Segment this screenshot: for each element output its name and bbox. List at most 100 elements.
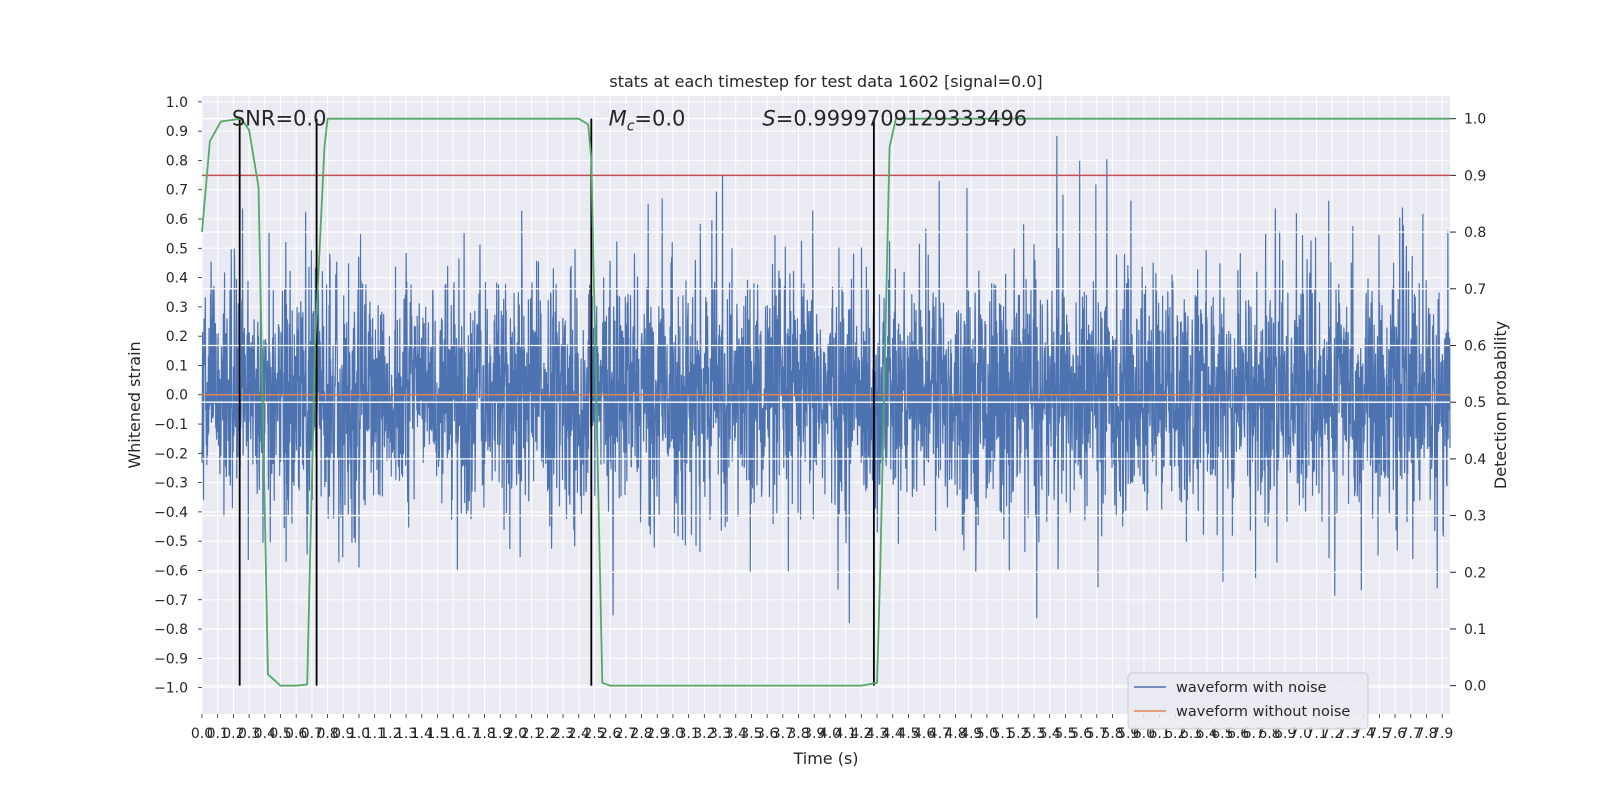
y-ticks-left: 1.0 0.9 0.8 0.7 0.6 0.5 0.4 0.3 0.2 0.1 0.0 −0.1 −0.… [154, 95, 202, 697]
y-tick-label-right: 0.6 [1464, 338, 1486, 354]
annotation-text: S=0.9999709129333496 [762, 106, 1027, 130]
y-tick-label-left: −0.4 [154, 505, 188, 521]
x-tick-label: 6.1 [1148, 726, 1170, 742]
x-tick-label: 3.8 [787, 726, 809, 742]
x-tick-label: 3.7 [772, 726, 794, 742]
x-tick-label: 0.2 [222, 726, 244, 742]
x-tick-label: 2.7 [615, 726, 637, 742]
y-tick-label-right: 1.0 [1464, 112, 1486, 128]
y-tick-label-right: 0.3 [1464, 509, 1486, 525]
x-tick-label: 2.2 [536, 726, 558, 742]
annotation-text: Mc=0.0 [609, 106, 686, 134]
x-tick-label: 3.6 [756, 726, 778, 742]
x-tick-label: 6.3 [1180, 726, 1202, 742]
x-tick-label: 4.4 [882, 726, 904, 742]
x-tick-label: 1.7 [458, 726, 480, 742]
y-tick-label-left: 0.7 [166, 183, 188, 199]
x-ticks: 0.00.10.20.30.40.50.60.70.80.91.01.11.21… [191, 714, 1453, 742]
y-axis-label-left: Whitened strain [125, 341, 144, 468]
y-tick-label-right: 0.5 [1464, 395, 1486, 411]
x-tick-label: 5.8 [1101, 726, 1123, 742]
y-tick-label-left: −0.8 [154, 622, 188, 638]
x-tick-label: 6.4 [1196, 726, 1218, 742]
x-tick-label: 4.7 [929, 726, 951, 742]
noise-series-line [201, 135, 1451, 624]
y-tick-label-left: −1.0 [154, 681, 188, 697]
x-tick-label: 5.4 [1039, 726, 1061, 742]
x-tick-label: 2.8 [630, 726, 652, 742]
x-tick-label: 0.7 [301, 726, 323, 742]
y-tick-label-right: 0.0 [1464, 679, 1486, 695]
x-axis-label: Time (s) [792, 749, 858, 768]
x-tick-label: 1.1 [364, 726, 386, 742]
y-tick-label-right: 0.9 [1464, 168, 1486, 184]
noise-waveform [201, 135, 1451, 624]
x-tick-label: 5.6 [1070, 726, 1092, 742]
x-tick-label: 1.2 [379, 726, 401, 742]
y-tick-label-left: −0.2 [154, 446, 188, 462]
x-tick-label: 6.8 [1258, 726, 1280, 742]
x-tick-label: 1.9 [489, 726, 511, 742]
legend: waveform with noise waveform without noi… [1127, 672, 1369, 730]
detection-probability [201, 117, 1450, 687]
x-tick-label: 5.7 [1086, 726, 1108, 742]
y-tick-label-left: −0.9 [154, 651, 188, 667]
y-tick-label-left: 0.4 [166, 271, 188, 287]
y-tick-label-left: −0.7 [154, 593, 188, 609]
x-tick-label: 6.9 [1274, 726, 1296, 742]
x-tick-label: 7.6 [1384, 726, 1406, 742]
x-tick-label: 1.3 [395, 726, 417, 742]
y-tick-label-right: 0.8 [1464, 225, 1486, 241]
x-tick-label: 0.9 [332, 726, 354, 742]
x-tick-label: 5.9 [1117, 726, 1139, 742]
x-tick-label: 4.1 [834, 726, 856, 742]
x-tick-label: 5.1 [991, 726, 1013, 742]
x-tick-label: 6.6 [1227, 726, 1249, 742]
y-tick-label-left: 0.9 [166, 124, 188, 140]
annotation-text: SNR=0.0 [232, 106, 327, 130]
x-tick-label: 0.5 [269, 726, 291, 742]
x-tick-label: 7.9 [1431, 726, 1453, 742]
y-tick-label-left: −0.5 [154, 534, 188, 550]
x-tick-label: 7.3 [1337, 726, 1359, 742]
chart-title: stats at each timestep for test data 160… [609, 72, 1042, 91]
x-tick-label: 2.9 [646, 726, 668, 742]
y-tick-label-right: 0.7 [1464, 282, 1486, 298]
x-tick-label: 6.5 [1211, 726, 1233, 742]
y-tick-label-left: −0.6 [154, 563, 188, 579]
y-tick-label-left: −0.3 [154, 476, 188, 492]
x-tick-label: 3.9 [803, 726, 825, 742]
y-tick-label-right: 0.2 [1464, 565, 1486, 581]
x-tick-label: 5.0 [976, 726, 998, 742]
x-tick-label: 7.1 [1305, 726, 1327, 742]
y-axis-label-right: Detection probability [1491, 321, 1510, 489]
detection-probability-line [201, 117, 1450, 687]
y-tick-label-left: −0.1 [154, 417, 188, 433]
x-tick-label: 2.6 [599, 726, 621, 742]
x-tick-label: 3.4 [725, 726, 747, 742]
x-tick-label: 5.2 [1007, 726, 1029, 742]
y-tick-label-right: 0.1 [1464, 622, 1486, 638]
x-tick-label: 0.0 [191, 726, 213, 742]
x-tick-label: 7.5 [1368, 726, 1390, 742]
x-tick-label: 3.5 [740, 726, 762, 742]
y-tick-label-left: 0.1 [166, 358, 188, 374]
y-tick-label-right: 0.4 [1464, 452, 1486, 468]
x-tick-label: 0.4 [254, 726, 276, 742]
x-tick-label: 3.2 [693, 726, 715, 742]
legend-label-clean: waveform without noise [1176, 704, 1350, 720]
y-tick-label-left: 0.0 [166, 388, 188, 404]
x-tick-label: 4.2 [850, 726, 872, 742]
x-tick-label: 3.1 [678, 726, 700, 742]
x-tick-label: 7.4 [1353, 726, 1375, 742]
legend-label-noise: waveform with noise [1176, 680, 1327, 696]
y-tick-label-left: 0.2 [166, 329, 188, 345]
x-tick-label: 4.8 [944, 726, 966, 742]
x-tick-label: 3.0 [662, 726, 684, 742]
event-markers [238, 118, 875, 686]
x-tick-label: 2.4 [568, 726, 590, 742]
x-tick-label: 2.1 [521, 726, 543, 742]
x-tick-label: 1.4 [411, 726, 433, 742]
